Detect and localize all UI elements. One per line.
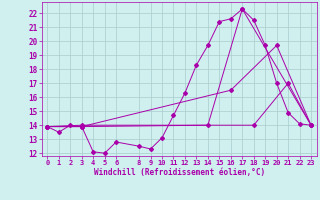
X-axis label: Windchill (Refroidissement éolien,°C): Windchill (Refroidissement éolien,°C) [94, 168, 265, 177]
